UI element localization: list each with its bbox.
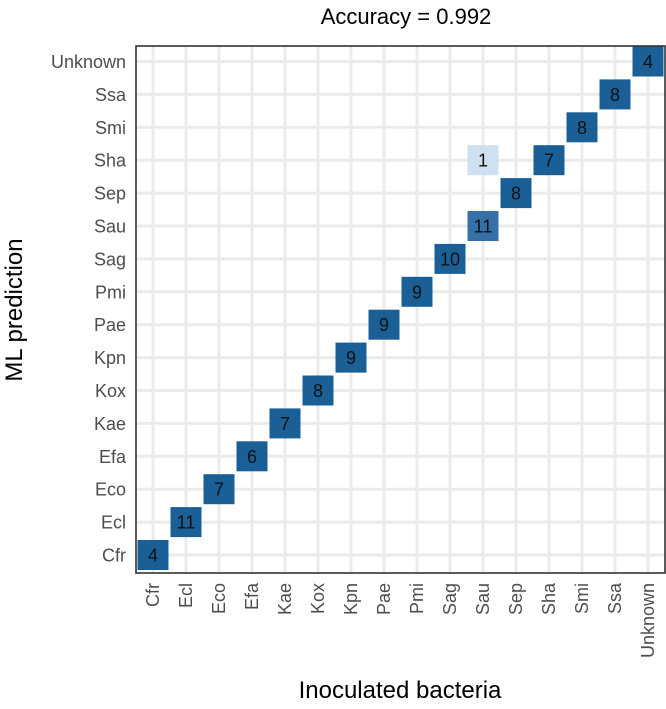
y-tick-label: Sha	[94, 151, 127, 171]
y-tick-label: Eco	[95, 480, 126, 500]
heatmap-cell-sep-sep	[500, 178, 532, 209]
cell-value-label: 7	[544, 151, 554, 171]
y-tick-label: Ecl	[101, 513, 126, 533]
heatmap-cell-pmi-pmi	[401, 276, 433, 307]
heatmap-cell-kae-kae	[269, 408, 301, 439]
y-tick-label: Unknown	[51, 52, 126, 72]
y-tick-label: Kpn	[94, 348, 126, 368]
cell-value-label: 4	[643, 52, 653, 72]
heatmap-cell-kox-kox	[302, 375, 334, 406]
x-tick-label: Sau	[473, 583, 493, 615]
cell-value-label: 7	[280, 414, 290, 434]
x-tick-label: Cfr	[143, 583, 163, 607]
heatmap-cell-ecl-ecl	[170, 507, 202, 538]
x-axis-tick-labels: Cfr Ecl Eco Efa Kae Kox Kpn Pae Pmi Sag Sau Sep Sha S…	[143, 582, 658, 658]
x-tick-label: Eco	[209, 583, 229, 614]
y-tick-label: Ssa	[95, 85, 127, 105]
cell-value-label: 8	[610, 85, 620, 105]
y-tick-label: Kae	[94, 414, 126, 434]
heatmap-cell-ssa-ssa	[599, 79, 631, 110]
cell-value-label: 7	[214, 480, 224, 500]
y-tick-label: Pae	[94, 315, 126, 335]
x-tick-label: Sha	[539, 582, 559, 615]
y-tick-label: Sep	[94, 184, 126, 204]
y-tick-label: Smi	[95, 118, 126, 138]
chart-title: Accuracy = 0.992	[321, 4, 492, 29]
x-tick-label: Sep	[506, 583, 526, 615]
heatmap-cell-kpn-kpn	[335, 342, 367, 373]
cell-value-label: 11	[474, 217, 493, 237]
y-tick-label: Sag	[94, 249, 126, 269]
cell-value-label: 9	[379, 315, 389, 335]
y-axis-title: ML prediction	[1, 238, 28, 381]
heatmap-cell-eco-eco	[203, 474, 235, 505]
panel-border	[135, 45, 666, 574]
cell-value-label: 9	[346, 348, 356, 368]
y-axis-tick-labels: Cfr Ecl Eco Efa Kae Kox Kpn Pae Pmi Sag Sau Sep Sha S…	[51, 52, 127, 566]
x-tick-label: Pmi	[407, 583, 427, 614]
heatmap-cell-sag-sag	[434, 243, 466, 274]
x-tick-label: Kae	[275, 583, 295, 615]
x-tick-label: Kox	[308, 583, 328, 614]
cell-value-label: 1	[478, 151, 488, 171]
y-tick-label: Cfr	[102, 546, 126, 566]
x-tick-label: Kpn	[341, 583, 361, 615]
cell-value-label: 11	[177, 513, 196, 533]
heatmap-cell-sau-sha	[467, 145, 499, 176]
cell-value-label: 9	[412, 282, 422, 302]
cell-value-label: 8	[313, 381, 323, 401]
x-tick-label: Unknown	[638, 583, 658, 658]
cell-value-label: 6	[247, 447, 257, 467]
heatmap-cell-smi-smi	[566, 112, 598, 143]
cell-value-label: 8	[511, 184, 521, 204]
y-tick-label: Kox	[95, 381, 126, 401]
x-tick-label: Ssa	[605, 582, 625, 614]
x-tick-label: Pae	[374, 583, 394, 615]
heatmap-cell-pae-pae	[368, 309, 400, 340]
grid-lines	[136, 46, 665, 573]
x-tick-label: Efa	[242, 582, 262, 610]
heatmap-cell-sau-sau	[467, 211, 499, 241]
cell-value-label: 4	[148, 546, 158, 566]
y-tick-label: Sau	[94, 217, 126, 237]
x-tick-label: Sag	[440, 583, 460, 615]
y-tick-label: Pmi	[95, 282, 126, 302]
heatmap-cell-unknown-unknown	[632, 46, 664, 77]
heatmap-cell-cfr-cfr	[137, 540, 169, 570]
x-axis-title: Inoculated bacteria	[299, 677, 502, 704]
x-tick-label: Ecl	[176, 583, 196, 608]
cell-value-label: 10	[440, 249, 460, 269]
cell-value-label: 8	[577, 118, 587, 138]
heatmap-cell-efa-efa	[236, 441, 268, 472]
x-tick-label: Smi	[572, 583, 592, 614]
y-tick-label: Efa	[99, 447, 127, 467]
heatmap-cell-sha-sha	[533, 145, 565, 176]
